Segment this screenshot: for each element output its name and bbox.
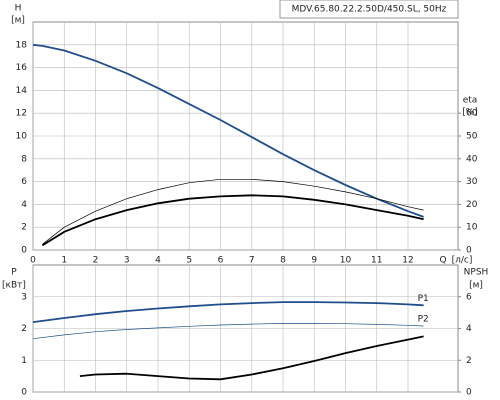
y2-tick-label: 10 (466, 223, 478, 233)
y-axis-unit: [м] (11, 16, 25, 26)
title-box (279, 0, 459, 19)
x-tick-label: 8 (280, 256, 286, 266)
series-line (32, 43, 424, 218)
y-tick-label: 1 (21, 356, 27, 366)
y-axis-label: H (15, 4, 22, 14)
series-line (79, 335, 424, 381)
y-tick-label: 2 (21, 324, 27, 334)
x-axis-label: Q (439, 256, 446, 266)
x-tick-label: 4 (155, 256, 161, 266)
y-tick-label: 12 (16, 109, 27, 119)
x-tick-label: 7 (249, 256, 255, 266)
x-tick-label: 3 (124, 256, 130, 266)
y2-tick-label: 40 (466, 154, 478, 164)
x-tick-label: 0 (30, 256, 36, 266)
y2-tick-label: 60 (466, 109, 478, 119)
x-tick-label: 11 (371, 256, 382, 266)
series-label: P1 (418, 294, 429, 304)
y-tick-label: 18 (16, 40, 28, 50)
y2-tick-label: 0 (466, 388, 472, 398)
y2-axis-unit: [м] (469, 281, 483, 291)
y2-tick-label: 30 (466, 177, 478, 187)
y2-axis-label: eta (463, 96, 478, 106)
series-label: P2 (418, 314, 429, 324)
y2-tick-label: 0 (466, 246, 472, 256)
x-tick-label: 6 (218, 256, 224, 266)
y-tick-label: 4 (21, 200, 27, 210)
y-tick-label: 6 (21, 177, 27, 187)
chart-title: MDV.65.80.22.2.50D/450.SL, 50Hz (292, 5, 447, 15)
x-tick-label: 1 (61, 256, 67, 266)
x-tick-label: 5 (186, 256, 192, 266)
series-line (42, 178, 424, 245)
series-line (41, 194, 424, 247)
y-tick-label: 0 (21, 388, 27, 398)
x-axis-unit: [л/с] (452, 256, 473, 266)
y2-tick-label: 20 (466, 200, 478, 210)
y-tick-label: 10 (16, 132, 28, 142)
y-tick-label: 8 (21, 154, 27, 164)
y2-tick-label: 50 (466, 132, 478, 142)
y-axis-label: P (11, 268, 17, 278)
y2-tick-label: 2 (466, 356, 472, 366)
series-line (32, 301, 424, 323)
y-tick-label: 14 (16, 86, 28, 96)
y-tick-label: 3 (21, 292, 27, 302)
y2-tick-label: 4 (466, 324, 472, 334)
x-tick-label: 10 (340, 256, 352, 266)
series-line (32, 323, 424, 340)
y-axis-unit: [кВт] (2, 281, 26, 291)
x-tick-label: 12 (402, 256, 413, 266)
x-tick-label: 2 (93, 256, 99, 266)
x-tick-label: 9 (311, 256, 317, 266)
y2-axis-label: NPSH (464, 268, 489, 278)
y2-axis-unit: [%] (462, 108, 478, 118)
y2-tick-label: 6 (466, 292, 472, 302)
y-tick-label: 16 (16, 63, 28, 73)
y-tick-label: 0 (21, 246, 27, 256)
y-tick-label: 2 (21, 223, 27, 233)
